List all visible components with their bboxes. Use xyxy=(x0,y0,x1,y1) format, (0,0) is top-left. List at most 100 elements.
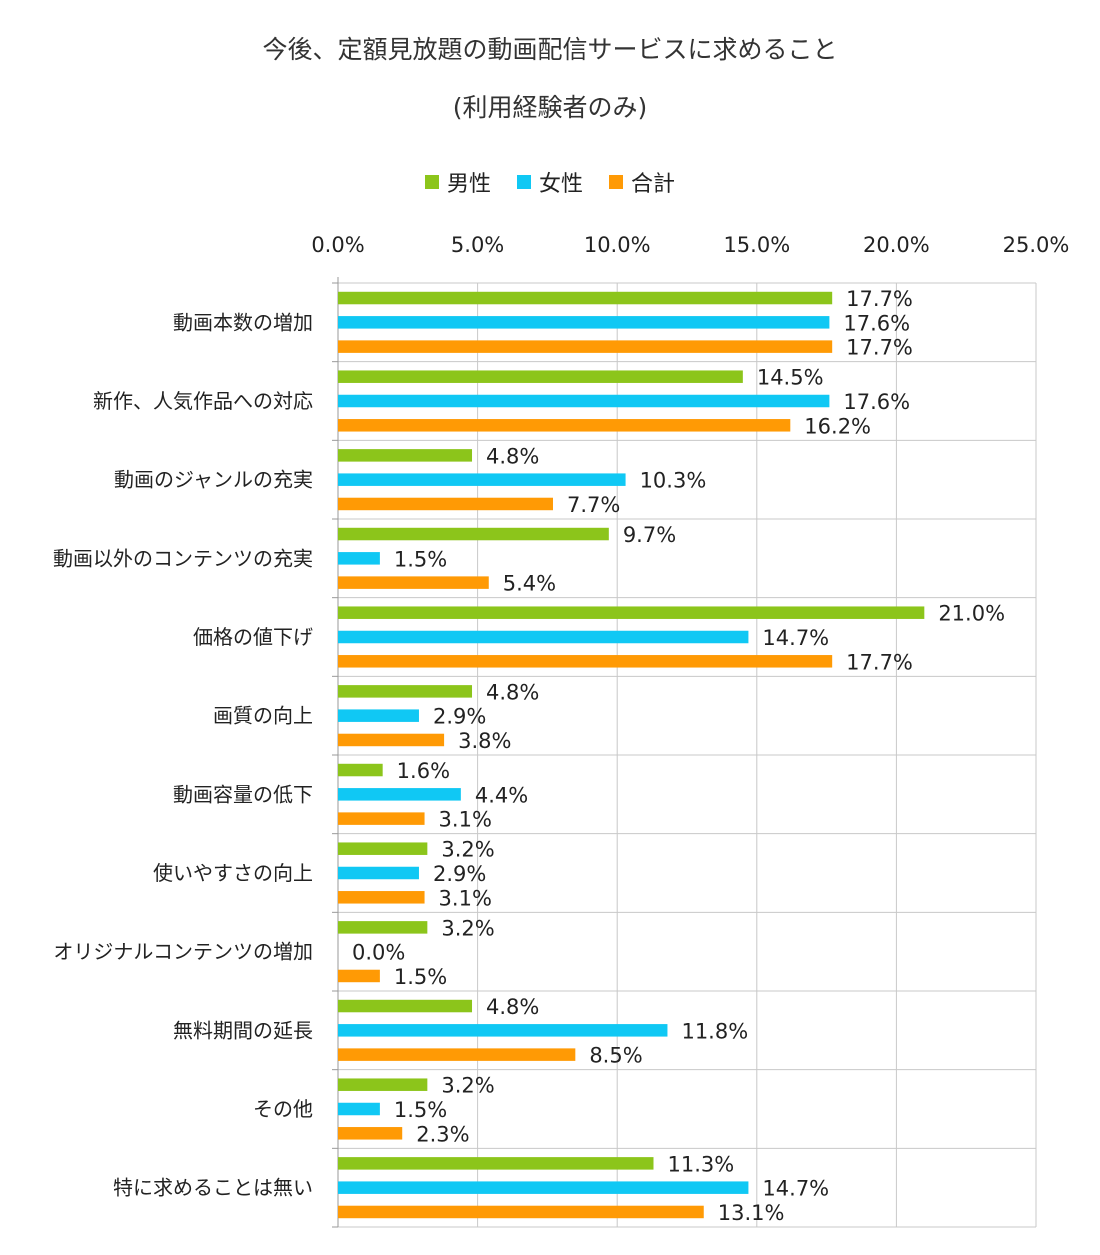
category-label: 新作、人気作品への対応 xyxy=(93,389,313,413)
bar-male xyxy=(338,370,743,383)
legend-label-total: 合計 xyxy=(631,172,676,197)
category-label: 無料期間の延長 xyxy=(173,1018,313,1042)
x-tick-label: 10.0% xyxy=(584,233,651,257)
data-label: 8.5% xyxy=(589,1044,642,1068)
data-label: 7.7% xyxy=(567,493,620,517)
x-tick-label: 5.0% xyxy=(451,233,504,257)
data-label: 17.7% xyxy=(846,336,913,360)
data-label: 4.8% xyxy=(486,995,539,1019)
data-label: 1.5% xyxy=(394,1098,447,1122)
category-label: 動画以外のコンテンツの充実 xyxy=(53,546,313,570)
data-label: 0.0% xyxy=(352,941,405,965)
bar-female xyxy=(338,552,380,565)
bar-male xyxy=(338,291,833,305)
data-label: 3.2% xyxy=(441,1074,494,1098)
bar-total xyxy=(338,340,833,353)
x-tick-label: 20.0% xyxy=(863,233,930,257)
bar-male xyxy=(338,999,473,1013)
data-label: 10.3% xyxy=(640,469,707,493)
bar-male xyxy=(338,449,473,462)
bar-male xyxy=(338,921,428,934)
legend-item-male: 男性 xyxy=(424,166,491,198)
data-label: 2.3% xyxy=(416,1122,469,1146)
bar-male xyxy=(338,1157,654,1170)
chart-title: 今後、定額見放題の動画配信サービスに求めること xyxy=(262,35,838,64)
data-label: 9.7% xyxy=(623,523,676,547)
bar-female xyxy=(338,630,749,644)
bar-female xyxy=(338,394,830,408)
data-label: 4.8% xyxy=(486,444,539,468)
bar-male xyxy=(338,527,609,541)
data-label: 14.7% xyxy=(762,626,829,650)
category-label: 動画のジャンルの充実 xyxy=(114,468,313,492)
bar-female xyxy=(338,316,830,329)
data-label: 3.1% xyxy=(439,808,492,832)
legend-swatch-total xyxy=(609,175,623,189)
bar-male xyxy=(338,1078,428,1091)
category-label: オリジナルコンテンツの増加 xyxy=(53,940,313,964)
data-label: 2.9% xyxy=(433,705,486,729)
data-label: 5.4% xyxy=(503,572,556,596)
data-label: 17.7% xyxy=(846,287,913,311)
category-label: 動画本数の増加 xyxy=(173,310,313,334)
legend-item-total: 合計 xyxy=(609,166,675,198)
data-label: 3.2% xyxy=(441,916,494,940)
bar-total xyxy=(338,891,425,904)
data-label: 3.1% xyxy=(439,886,492,910)
bar-male xyxy=(338,763,383,777)
category-label: その他 xyxy=(253,1097,313,1121)
bar-total xyxy=(338,812,425,825)
bar-total xyxy=(338,655,833,668)
data-label: 17.7% xyxy=(846,650,913,674)
x-tick-label: 25.0% xyxy=(1003,233,1070,257)
data-label: 3.8% xyxy=(458,729,511,753)
bar-total xyxy=(338,733,445,747)
legend-swatch-male xyxy=(424,175,439,189)
x-tick-label: 0.0% xyxy=(311,233,364,257)
bar-total xyxy=(338,1048,576,1061)
bar-total xyxy=(338,1205,704,1219)
data-label: 11.3% xyxy=(667,1152,734,1176)
data-label: 14.7% xyxy=(762,1177,829,1201)
category-label: 画質の向上 xyxy=(213,704,313,728)
bar-male xyxy=(338,842,428,855)
bar-total xyxy=(338,576,489,589)
legend-label-female: 女性 xyxy=(538,172,583,197)
legend: 男性 女性 合計 xyxy=(0,166,1100,198)
chart-subtitle: (利用経験者のみ) xyxy=(452,93,648,122)
data-label: 11.8% xyxy=(681,1019,748,1043)
bar-total xyxy=(338,1127,403,1140)
data-label: 1.6% xyxy=(397,759,450,783)
data-label: 14.5% xyxy=(757,366,824,390)
bar-female xyxy=(338,473,626,486)
legend-swatch-female xyxy=(516,175,531,189)
x-tick-label: 15.0% xyxy=(723,233,790,257)
bar-total xyxy=(338,969,380,983)
data-label: 4.8% xyxy=(486,680,539,704)
bar-female xyxy=(338,866,419,880)
bar-female xyxy=(338,788,461,801)
bar-total xyxy=(338,497,553,511)
data-label: 13.1% xyxy=(718,1201,785,1225)
bar-female xyxy=(338,1102,380,1116)
category-label: 使いやすさの向上 xyxy=(153,861,313,885)
bar-female xyxy=(338,1024,668,1037)
legend-item-female: 女性 xyxy=(516,166,583,198)
data-label: 17.6% xyxy=(843,390,910,414)
legend-label-male: 男性 xyxy=(446,172,491,197)
data-label: 16.2% xyxy=(804,414,871,438)
bar-male xyxy=(338,606,925,619)
category-label: 特に求めることは無い xyxy=(113,1176,313,1200)
data-label: 21.0% xyxy=(938,602,1005,626)
bar-female xyxy=(338,709,419,722)
category-label: 価格の値下げ xyxy=(193,625,313,649)
category-label: 動画容量の低下 xyxy=(173,782,313,806)
data-label: 1.5% xyxy=(394,965,447,989)
data-label: 4.4% xyxy=(475,783,528,807)
bar-total xyxy=(338,419,791,432)
data-label: 2.9% xyxy=(433,862,486,886)
data-label: 17.6% xyxy=(843,311,910,335)
data-label: 3.2% xyxy=(441,838,494,862)
bar-female xyxy=(338,1181,749,1194)
